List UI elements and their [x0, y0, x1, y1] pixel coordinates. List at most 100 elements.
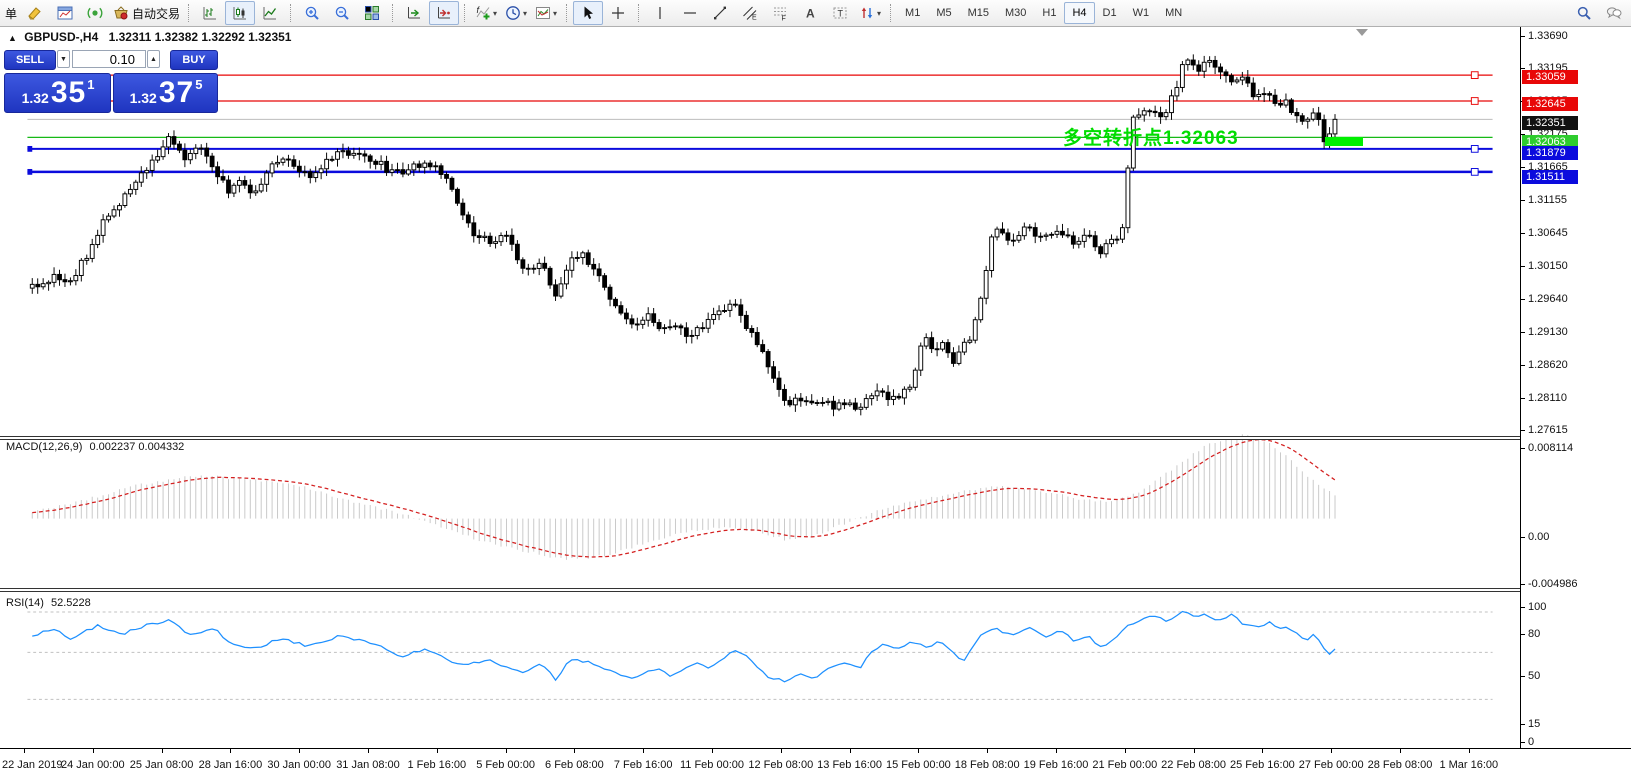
arrows-icon [859, 5, 875, 21]
axis-tick [1521, 331, 1525, 333]
timeframe-button-d1[interactable]: D1 [1102, 7, 1117, 19]
macd-panel-divider[interactable] [0, 436, 1631, 440]
buy-price-box[interactable]: 1.32 37 5 [113, 73, 218, 113]
periods-dropdown-icon[interactable]: ▾ [523, 8, 528, 18]
time-label: 31 Jan 08:00 [336, 759, 400, 771]
chart-shift-icon [436, 5, 452, 21]
sell-button[interactable]: SELL [4, 50, 56, 70]
indicators-dropdown-icon[interactable]: ▾ [493, 8, 498, 18]
timeframe-button-m1[interactable]: M1 [905, 7, 921, 19]
timeframe-button-m15[interactable]: M15 [967, 7, 989, 19]
time-label: 27 Feb 00:00 [1298, 759, 1364, 771]
rsi-panel-divider[interactable] [0, 588, 1631, 592]
chat-button[interactable] [1599, 1, 1629, 25]
rsi-label: RSI(14) 52.5228 [6, 597, 91, 609]
periods-button[interactable]: ▾ [501, 1, 531, 25]
time-axis[interactable]: 22 Jan 2019 24 Jan 00:00 25 Jan 08:00 28 Ja… [0, 748, 1631, 776]
vertical-line-button[interactable] [645, 1, 675, 25]
fibonacci-button[interactable]: F [765, 1, 795, 25]
autotrading-label: 自动交易 [132, 6, 181, 21]
axis-tick [1521, 607, 1525, 608]
zoom-in-icon [304, 5, 320, 21]
time-tick [1331, 749, 1333, 753]
collapse-arrow-icon[interactable]: ▲ [8, 33, 17, 43]
periods-icon [505, 5, 521, 21]
text-button[interactable]: A [795, 1, 825, 25]
chart-canvas[interactable] [0, 27, 1520, 748]
toolbar-separator [188, 4, 190, 22]
line-handle-icon[interactable] [1470, 168, 1479, 176]
pivot-annotation-text[interactable]: 多空转折点1.32063 [1063, 128, 1239, 149]
lot-increase-button[interactable]: ▲ [147, 50, 160, 68]
svg-text:A: A [806, 7, 815, 21]
arrows-button[interactable]: ▾ [855, 1, 885, 25]
auto-scroll-button[interactable] [399, 1, 429, 25]
signals-button[interactable] [80, 1, 110, 25]
sell-price-big: 35 [50, 76, 87, 109]
buy-button[interactable]: BUY [170, 50, 218, 70]
cursor-button[interactable] [573, 1, 604, 25]
svg-text:E: E [752, 15, 757, 22]
chart-ohlc-values: 1.32311 1.32382 1.32292 1.32351 [108, 30, 292, 44]
price-tag-1.32351: 1.32351 [1522, 115, 1578, 130]
time-label: 1 Mar 16:00 [1439, 759, 1499, 771]
lot-decrease-button[interactable]: ▼ [57, 50, 70, 68]
axis-tick [1521, 397, 1525, 399]
candle-chart-button[interactable] [225, 1, 256, 25]
text-label-button[interactable]: T [825, 1, 855, 25]
fibonacci-icon: F [772, 5, 788, 21]
price-axis[interactable]: 1.336901.331951.326851.321751.316651.311… [1520, 27, 1631, 748]
price-tick-1.29640: 1.29640 [1528, 292, 1568, 305]
timeframe-button-h1[interactable]: H1 [1042, 7, 1057, 19]
new-order-button[interactable] [20, 1, 50, 25]
green-trend-segment[interactable] [1325, 137, 1363, 146]
chart-shift-marker-icon[interactable] [1356, 29, 1368, 36]
time-label: 22 Feb 08:00 [1161, 759, 1227, 771]
axis-tick [1521, 742, 1525, 743]
time-label: 5 Feb 00:00 [476, 759, 535, 771]
line-handle-icon[interactable] [1470, 145, 1479, 153]
line-handle-icon[interactable] [1470, 97, 1479, 105]
market-watch-button[interactable] [50, 1, 80, 25]
templates-dropdown-icon[interactable]: ▾ [553, 8, 558, 18]
arrows-dropdown-icon[interactable]: ▾ [877, 8, 882, 18]
line-handle-icon[interactable] [1470, 71, 1479, 79]
timeframe-button-m5[interactable]: M5 [936, 7, 952, 19]
chart-shift-button[interactable] [429, 1, 460, 25]
search-button[interactable] [1569, 1, 1599, 25]
horizontal-line-button[interactable] [675, 1, 705, 25]
toolbar-separator [638, 4, 640, 22]
timeframe-button-w1[interactable]: W1 [1132, 7, 1150, 19]
zoom-out-button[interactable] [327, 1, 357, 25]
time-tick [505, 749, 507, 753]
chart-symbol-period: GBPUSD-,H4 [24, 30, 99, 44]
axis-tick [1521, 167, 1525, 169]
line-chart-button[interactable] [255, 1, 285, 25]
price-tag-1.31511: 1.31511 [1522, 170, 1578, 185]
zoom-in-button[interactable] [297, 1, 327, 25]
buy-price-big: 37 [158, 76, 195, 109]
timeframe-button-h4[interactable]: H4 [1064, 2, 1095, 24]
time-label: 28 Jan 16:00 [198, 759, 263, 771]
timeframe-button-m30[interactable]: M30 [1005, 7, 1027, 19]
crosshair-button[interactable] [603, 1, 633, 25]
indicators-button[interactable]: f ▾ [471, 1, 501, 25]
time-tick [1124, 749, 1126, 753]
sell-price-box[interactable]: 1.32 35 1 [4, 73, 111, 113]
autotrading-button[interactable]: 自动交易 [110, 1, 183, 25]
lot-size-input[interactable] [73, 51, 145, 68]
price-tag-1.33059: 1.33059 [1522, 69, 1578, 84]
time-tick [92, 749, 94, 753]
equidistant-channel-button[interactable]: E [735, 1, 765, 25]
tile-windows-button[interactable] [357, 1, 387, 25]
trend-line-button[interactable] [705, 1, 735, 25]
axis-tick [1521, 537, 1525, 538]
equidistant-channel-icon: E [742, 5, 758, 21]
time-label: 19 Feb 16:00 [1023, 759, 1089, 771]
price-tick-1.30150: 1.30150 [1528, 259, 1568, 272]
auto-scroll-icon [406, 5, 422, 21]
timeframe-button-mn[interactable]: MN [1165, 7, 1183, 19]
axis-tick [1521, 233, 1525, 235]
bar-chart-button[interactable] [195, 1, 225, 25]
templates-button[interactable]: ▾ [531, 1, 561, 25]
